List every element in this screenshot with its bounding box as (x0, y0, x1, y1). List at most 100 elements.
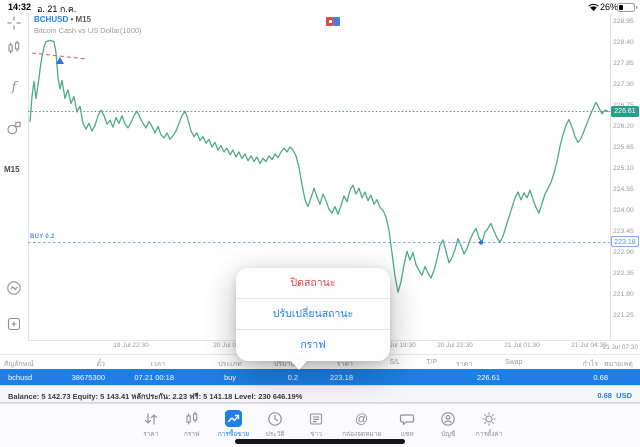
red-dashed-object[interactable] (31, 52, 87, 60)
column-header: ตั๋ว (96, 361, 105, 368)
column-header: ปริมาณ (273, 361, 297, 368)
price-tick: 222.35 (613, 270, 634, 278)
buy-position-label: BUY 0.2 (30, 233, 55, 240)
price-tick: 222.90 (613, 249, 634, 257)
price-tick: 225.10 (613, 165, 634, 173)
chat-icon (399, 410, 416, 427)
column-header: สัญลักษณ์ (4, 361, 34, 368)
last-bar-time: 21 Jul 07:30 (602, 344, 638, 351)
nav-charts[interactable]: กราฟ (177, 404, 207, 447)
column-header: T/P (426, 359, 437, 366)
price-chart[interactable] (0, 0, 640, 354)
column-header: ราคา (455, 361, 473, 368)
history-icon (267, 410, 284, 427)
column-header: หมายเหตุ (604, 361, 633, 368)
battery-icon (617, 3, 638, 12)
objects-icon[interactable] (5, 120, 23, 138)
indicators-icon[interactable]: f (11, 80, 17, 95)
timeframe-button[interactable]: M15 (4, 165, 20, 174)
symbol-label: BCHUSD (34, 15, 69, 24)
current-price-badge: 226.61 (611, 106, 639, 117)
balance-summary: Balance: 5 142.73 Equity: 5 143.41 หลักป… (8, 392, 303, 401)
sidebar-divider (28, 14, 29, 340)
add-chart-icon[interactable] (5, 316, 23, 334)
price-tick: 225.65 (613, 144, 634, 152)
price-tick: 226.20 (613, 123, 634, 131)
time-tick: 21 Jul 01:30 (504, 342, 540, 349)
time-tick: 20 Jul 22:30 (437, 342, 473, 349)
quotes-icon (142, 410, 159, 427)
column-header: ราคา (336, 361, 353, 368)
nav-accounts[interactable]: บัญชี (433, 404, 463, 447)
home-indicator[interactable] (235, 439, 405, 444)
price-tick: 228.40 (613, 39, 634, 47)
position-cell: 0.68 (593, 373, 608, 382)
nav-trade[interactable]: การซื้อขาย (218, 404, 249, 447)
time-tick: 20 Jul 19:30 (380, 342, 416, 349)
column-header: เวลา (150, 361, 165, 368)
account-summary-bar: Balance: 5 142.73 Equity: 5 143.41 หลักป… (0, 385, 640, 403)
menu-item-close-position[interactable]: ปิดสถานะ (236, 268, 390, 299)
position-cell: 226.61 (477, 373, 500, 382)
nav-settings[interactable]: การตั้งค่า (474, 404, 504, 447)
trade-icon (224, 410, 242, 427)
gear-icon (481, 410, 498, 427)
wifi-icon (588, 3, 599, 11)
axis-divider (610, 14, 611, 340)
header-timeframe: M15 (75, 15, 92, 24)
menu-item-modify-position[interactable]: ปรับเปลี่ยนสถานะ (236, 299, 390, 330)
price-tick: 228.95 (613, 18, 634, 26)
trade-arrow-icon (56, 57, 64, 64)
nav-quotes[interactable]: ราคา (136, 404, 166, 447)
entry-marker (478, 240, 484, 245)
calendar-flags-icon[interactable] (326, 17, 340, 26)
column-header: กำไร (582, 361, 598, 368)
price-tick: 221.25 (613, 312, 634, 320)
chart-header[interactable]: BCHUSD • M15 (34, 15, 91, 24)
open-position-row[interactable]: bchusd 38675300 07.21 00:18 buy 0.2 223.18 226… (0, 369, 640, 385)
popup-arrow (290, 360, 308, 370)
battery-percent: 26% (600, 2, 619, 12)
header-separator: • (70, 15, 74, 24)
position-cell: bchusd (8, 373, 33, 382)
account-icon (440, 410, 457, 427)
crosshair-icon[interactable] (5, 15, 23, 33)
menu-item-chart[interactable]: กราฟ (300, 339, 326, 351)
symbol-description: Bitcoin Cash vs US Dollar(1000) (34, 26, 142, 35)
position-cell: buy (223, 373, 237, 382)
price-tick: 223.45 (613, 228, 634, 236)
nav-mailbox[interactable]: @ กล่องจดหมาย (342, 411, 382, 438)
column-header: Swap (505, 359, 523, 366)
news-icon (308, 410, 325, 427)
time-tick: 21 Jul 04:30 (571, 342, 607, 349)
status-date: อ. 21 ก.ค. (37, 4, 77, 14)
sentiment-icon[interactable] (5, 280, 23, 298)
nav-history[interactable]: ประวัติ (260, 404, 290, 447)
position-cell: 38675300 (71, 373, 105, 382)
time-tick: 20 Jul 01:30 (213, 342, 249, 349)
position-cell: 0.2 (287, 373, 298, 382)
charts-icon (183, 410, 200, 427)
buy-price-badge: 223.18 (611, 236, 639, 247)
price-tick: 221.80 (613, 291, 634, 299)
profit-currency: USD (616, 391, 632, 400)
nav-news[interactable]: ข่าว (301, 404, 331, 447)
mailbox-icon: @ (355, 411, 369, 426)
price-tick: 227.30 (613, 81, 634, 89)
column-header: S/L (389, 359, 400, 366)
clock: 14:32 (8, 2, 32, 12)
nav-chat[interactable]: แชท (392, 404, 422, 447)
position-context-menu: ปิดสถานะ ปรับเปลี่ยนสถานะ กราฟ (236, 268, 390, 361)
column-header: ประเภท (218, 361, 242, 368)
price-tick: 224.55 (613, 186, 634, 194)
status-bar: 14:32 อ. 21 ก.ค. 26% (0, 0, 640, 14)
chart-type-icon[interactable] (5, 40, 23, 58)
price-tick: 224.00 (613, 207, 634, 215)
floating-profit: 0.68 (597, 391, 612, 400)
price-tick: 227.85 (613, 60, 634, 68)
time-tick: 19 Jul 22:30 (113, 342, 149, 349)
price-tick: 226.75 (613, 102, 640, 109)
position-cell: 07.21 00:18 (134, 373, 174, 382)
position-cell: 223.18 (330, 373, 353, 382)
